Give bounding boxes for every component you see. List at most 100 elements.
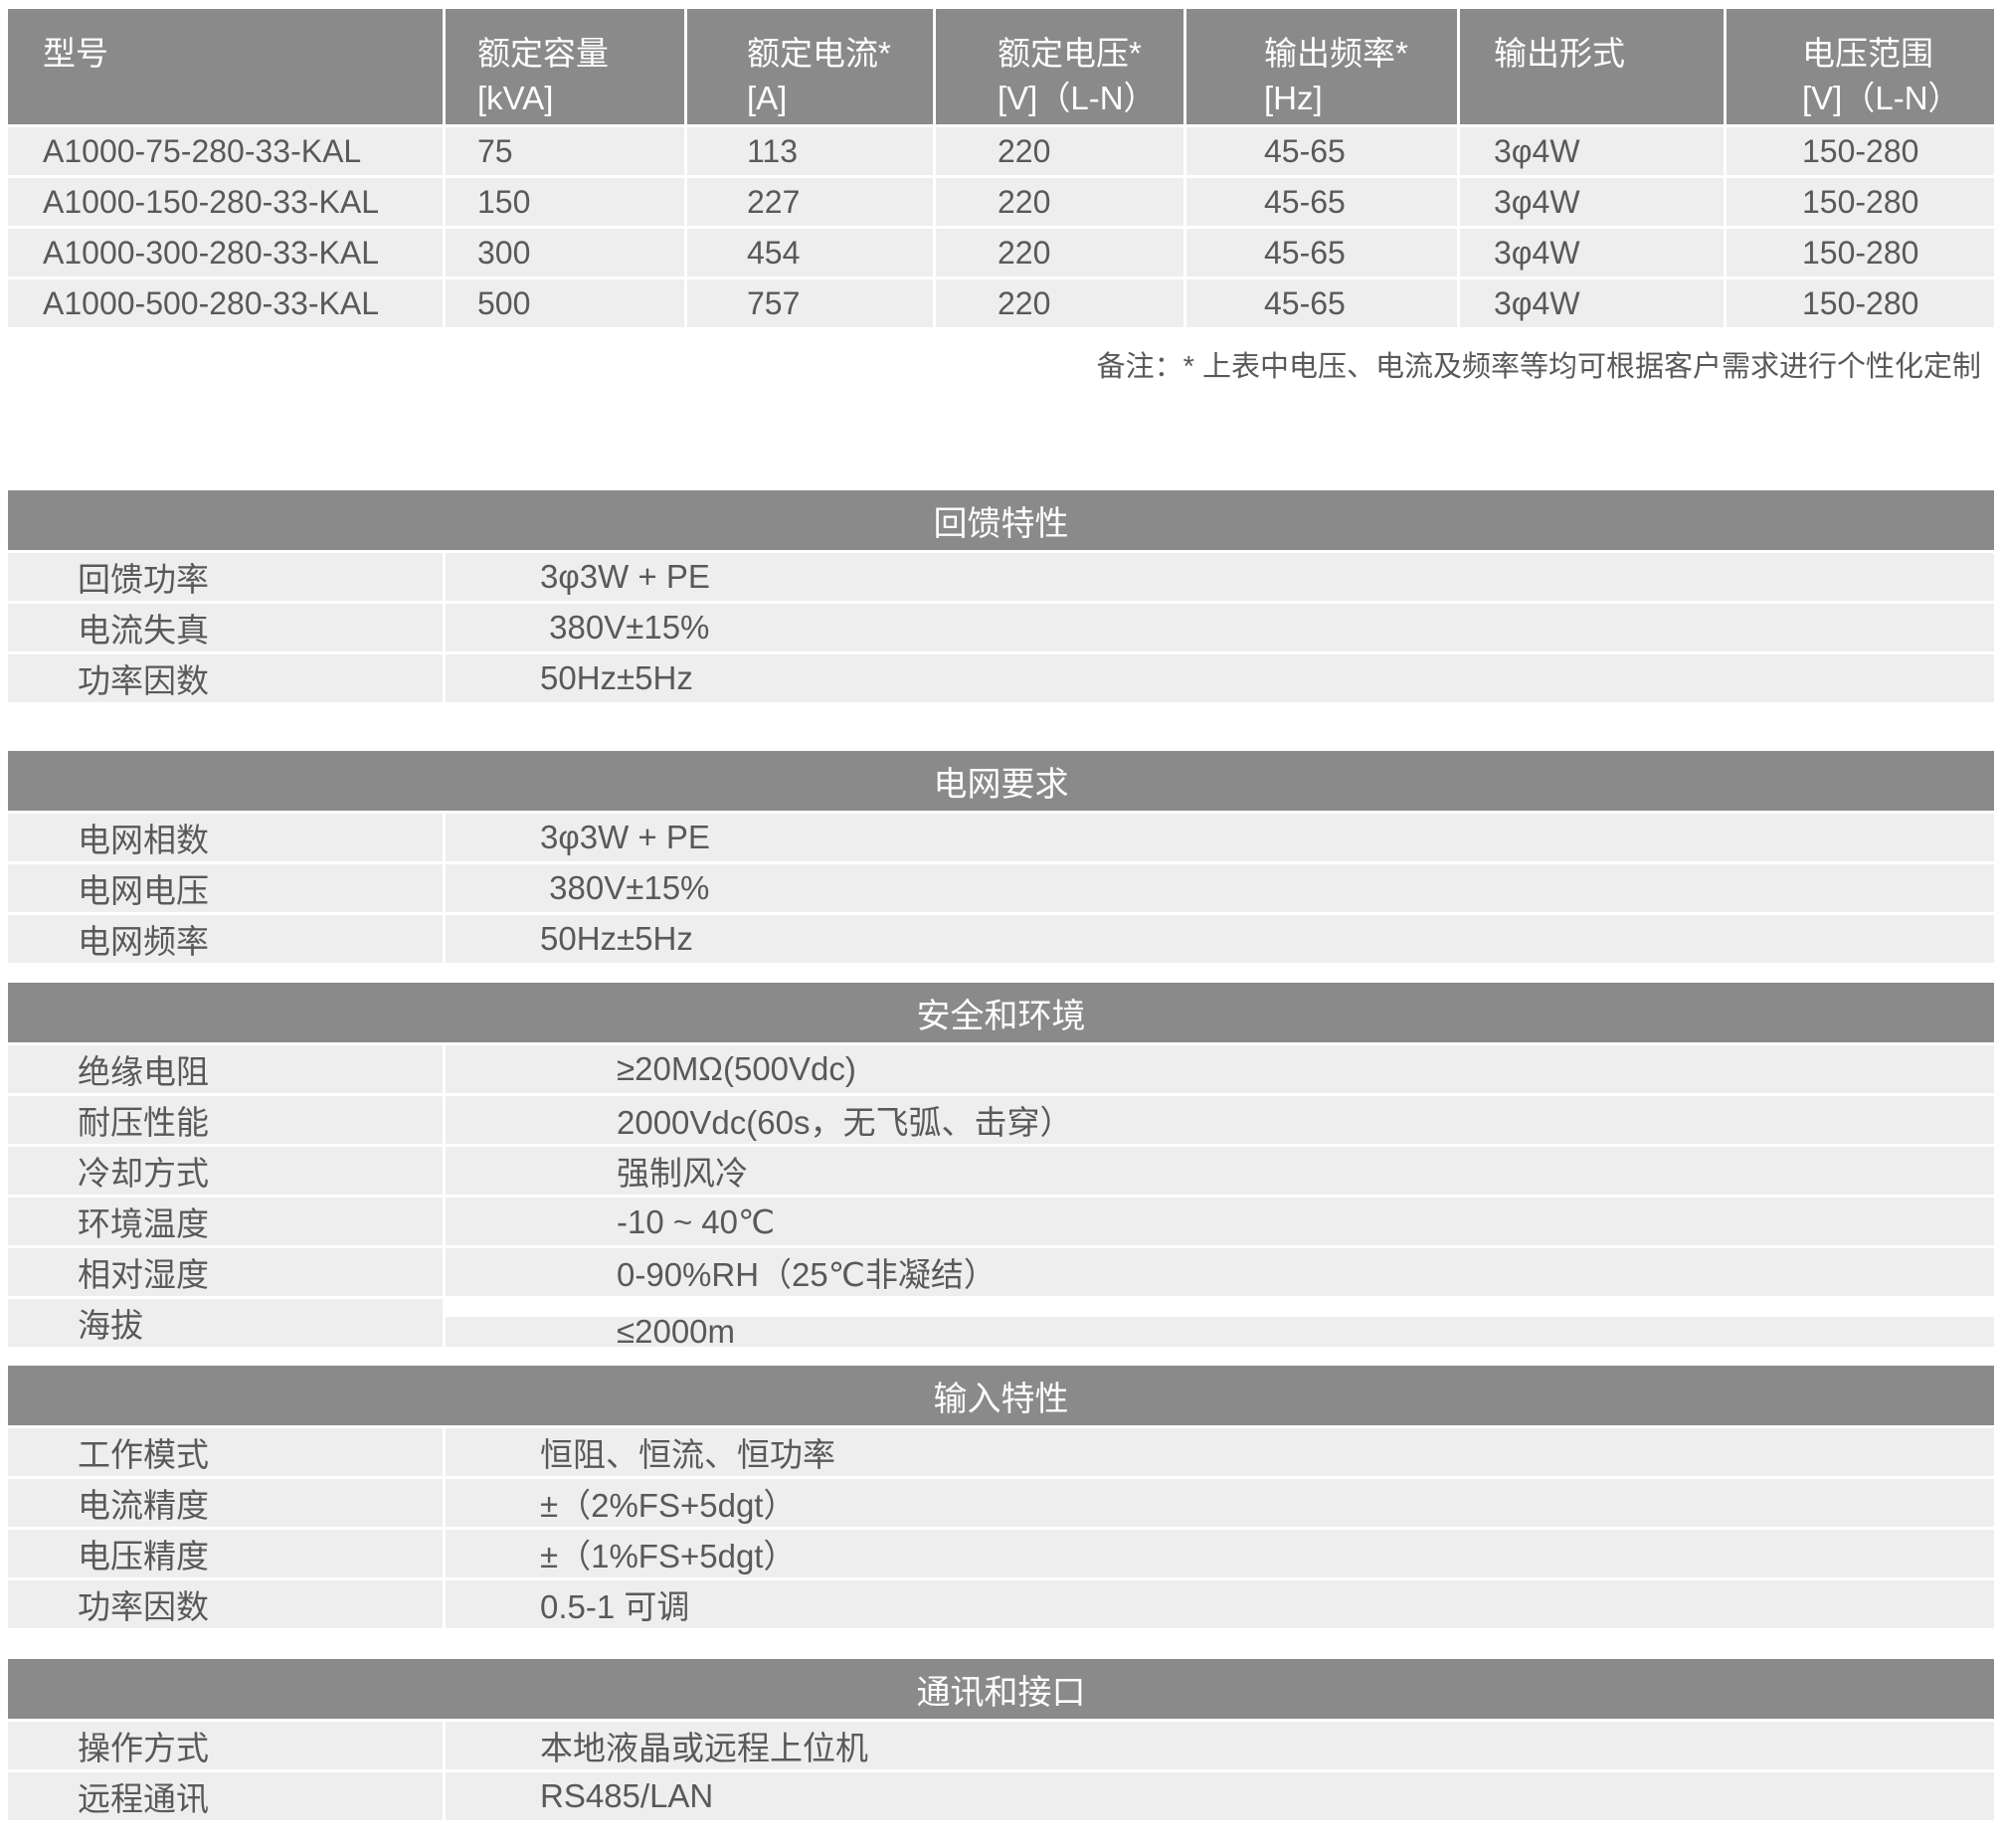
model-rating-table: 型号 额定容量 [kVA] 额定电流* [A] 额定电压* [V]（L-N） 输… — [8, 9, 1994, 327]
spec-label: 相对湿度 — [8, 1248, 443, 1296]
spec-label: 冷却方式 — [8, 1147, 443, 1195]
column-header-output-form: 输出形式 — [1460, 9, 1724, 124]
table-cell-voltage: 220 — [936, 127, 1183, 175]
spec-row: 回馈功率 3φ3W + PE — [8, 553, 1994, 601]
spec-row: 电网电压 380V±15% — [8, 864, 1994, 912]
spec-row: 电流失真 380V±15% — [8, 604, 1994, 651]
spec-label: 回馈功率 — [8, 553, 443, 601]
spec-label: 电压精度 — [8, 1530, 443, 1577]
spec-row: 电压精度 ±（1%FS+5dgt） — [8, 1530, 1994, 1577]
section-title: 电网要求 — [8, 751, 1994, 811]
column-header-line1: 型号 — [43, 35, 108, 72]
spec-row: 电网相数 3φ3W + PE — [8, 814, 1994, 861]
column-header-model: 型号 — [8, 9, 443, 124]
table-cell-voltage-range: 150-280 — [1727, 127, 1994, 175]
column-header-line2: [V]（L-N） — [998, 80, 1157, 116]
spec-value: RS485/LAN — [446, 1772, 1994, 1820]
spec-row: 电流精度 ±（2%FS+5dgt） — [8, 1479, 1994, 1527]
spec-label: 环境温度 — [8, 1198, 443, 1245]
table-cell-model: A1000-300-280-33-KAL — [8, 229, 443, 277]
spec-label: 电流失真 — [8, 604, 443, 651]
spec-label: 工作模式 — [8, 1428, 443, 1476]
table-cell-frequency: 45-65 — [1186, 279, 1457, 327]
spec-row: 海拔 ≤2000m — [8, 1299, 1994, 1350]
table-cell-capacity: 300 — [446, 229, 684, 277]
column-header-line2: [Hz] — [1264, 80, 1323, 116]
table-cell-frequency: 45-65 — [1186, 178, 1457, 226]
table-cell-voltage-range: 150-280 — [1727, 178, 1994, 226]
table-cell-current: 113 — [687, 127, 933, 175]
spec-value: ±（2%FS+5dgt） — [446, 1479, 1994, 1527]
table-cell-output-form: 3φ4W — [1460, 178, 1724, 226]
section-title: 输入特性 — [8, 1366, 1994, 1425]
section-feedback-characteristics: 回馈特性 回馈功率 3φ3W + PE 电流失真 380V±15% 功率因数 5… — [8, 490, 1994, 702]
section-grid-requirements: 电网要求 电网相数 3φ3W + PE 电网电压 380V±15% 电网频率 5… — [8, 751, 1994, 963]
spec-value: 380V±15% — [446, 864, 1994, 912]
spec-row: 功率因数 0.5-1 可调 — [8, 1580, 1994, 1628]
column-header-rated-capacity: 额定容量 [kVA] — [446, 9, 684, 124]
spec-value: ≤2000m — [446, 1313, 1994, 1350]
table-cell-capacity: 500 — [446, 279, 684, 327]
spec-row: 相对湿度 0-90%RH（25℃非凝结） — [8, 1248, 1994, 1296]
column-header-rated-voltage: 额定电压* [V]（L-N） — [936, 9, 1183, 124]
spec-row: 工作模式 恒阻、恒流、恒功率 — [8, 1428, 1994, 1476]
column-header-line1: 输出形式 — [1494, 35, 1625, 72]
spec-label: 电网电压 — [8, 864, 443, 912]
spec-row: 操作方式 本地液晶或远程上位机 — [8, 1722, 1994, 1769]
table-cell-voltage: 220 — [936, 229, 1183, 277]
table-cell-model: A1000-150-280-33-KAL — [8, 178, 443, 226]
section-title: 安全和环境 — [8, 983, 1994, 1042]
spec-label: 操作方式 — [8, 1722, 443, 1769]
section-title: 回馈特性 — [8, 490, 1994, 550]
spec-row: 功率因数 50Hz±5Hz — [8, 654, 1994, 702]
spec-value: -10 ~ 40℃ — [446, 1198, 1994, 1245]
section-communication-interface: 通讯和接口 操作方式 本地液晶或远程上位机 远程通讯 RS485/LAN — [8, 1659, 1994, 1820]
column-header-voltage-range: 电压范围 [V]（L-N） — [1727, 9, 1994, 124]
customization-note: 备注：* 上表中电压、电流及频率等均可根据客户需求进行个性化定制 — [1096, 351, 1981, 383]
column-header-rated-current: 额定电流* [A] — [687, 9, 933, 124]
spec-row: 环境温度 -10 ~ 40℃ — [8, 1198, 1994, 1245]
column-header-output-frequency: 输出频率* [Hz] — [1186, 9, 1457, 124]
table-cell-output-form: 3φ4W — [1460, 229, 1724, 277]
table-cell-current: 454 — [687, 229, 933, 277]
spec-row: 电网频率 50Hz±5Hz — [8, 915, 1994, 963]
section-safety-environment: 安全和环境 绝缘电阻 ≥20MΩ(500Vdc) 耐压性能 2000Vdc(60… — [8, 983, 1994, 1350]
table-cell-current: 227 — [687, 178, 933, 226]
spec-value: 本地液晶或远程上位机 — [446, 1722, 1994, 1769]
spec-label: 远程通讯 — [8, 1772, 443, 1820]
spec-label: 功率因数 — [8, 1580, 443, 1628]
column-header-line1: 额定电流* — [747, 35, 891, 72]
spec-value: 2000Vdc(60s，无飞弧、击穿） — [446, 1096, 1994, 1144]
spec-label: 电流精度 — [8, 1479, 443, 1527]
table-cell-frequency: 45-65 — [1186, 229, 1457, 277]
spec-label: 电网频率 — [8, 915, 443, 963]
spec-row: 远程通讯 RS485/LAN — [8, 1772, 1994, 1820]
table-cell-model: A1000-75-280-33-KAL — [8, 127, 443, 175]
column-header-line2: [kVA] — [477, 80, 554, 116]
spec-value: 3φ3W + PE — [446, 553, 1994, 601]
section-input-characteristics: 输入特性 工作模式 恒阻、恒流、恒功率 电流精度 ±（2%FS+5dgt） 电压… — [8, 1366, 1994, 1628]
table-cell-output-form: 3φ4W — [1460, 279, 1724, 327]
spec-value: ±（1%FS+5dgt） — [446, 1530, 1994, 1577]
spec-value: 恒阻、恒流、恒功率 — [446, 1428, 1994, 1476]
table-cell-model: A1000-500-280-33-KAL — [8, 279, 443, 327]
table-cell-frequency: 45-65 — [1186, 127, 1457, 175]
table-cell-voltage: 220 — [936, 279, 1183, 327]
spec-label: 电网相数 — [8, 814, 443, 861]
spec-value: 380V±15% — [446, 604, 1994, 651]
column-header-line1: 输出频率* — [1264, 35, 1408, 72]
table-cell-current: 757 — [687, 279, 933, 327]
spec-value: ≥20MΩ(500Vdc) — [446, 1045, 1994, 1093]
column-header-line1: 额定容量 — [477, 35, 609, 72]
spec-value: 0-90%RH（25℃非凝结） — [446, 1248, 1994, 1296]
spec-label: 海拔 — [8, 1299, 443, 1347]
spec-row: 耐压性能 2000Vdc(60s，无飞弧、击穿） — [8, 1096, 1994, 1144]
spec-row: 冷却方式 强制风冷 — [8, 1147, 1994, 1195]
column-header-line1: 额定电压* — [998, 35, 1142, 72]
spec-label: 耐压性能 — [8, 1096, 443, 1144]
datasheet-page: 型号 额定容量 [kVA] 额定电流* [A] 额定电压* [V]（L-N） 输… — [0, 9, 2000, 1820]
column-header-line1: 电压范围 — [1802, 35, 1933, 72]
table-cell-capacity: 150 — [446, 178, 684, 226]
spec-value: 50Hz±5Hz — [446, 915, 1994, 963]
table-cell-capacity: 75 — [446, 127, 684, 175]
